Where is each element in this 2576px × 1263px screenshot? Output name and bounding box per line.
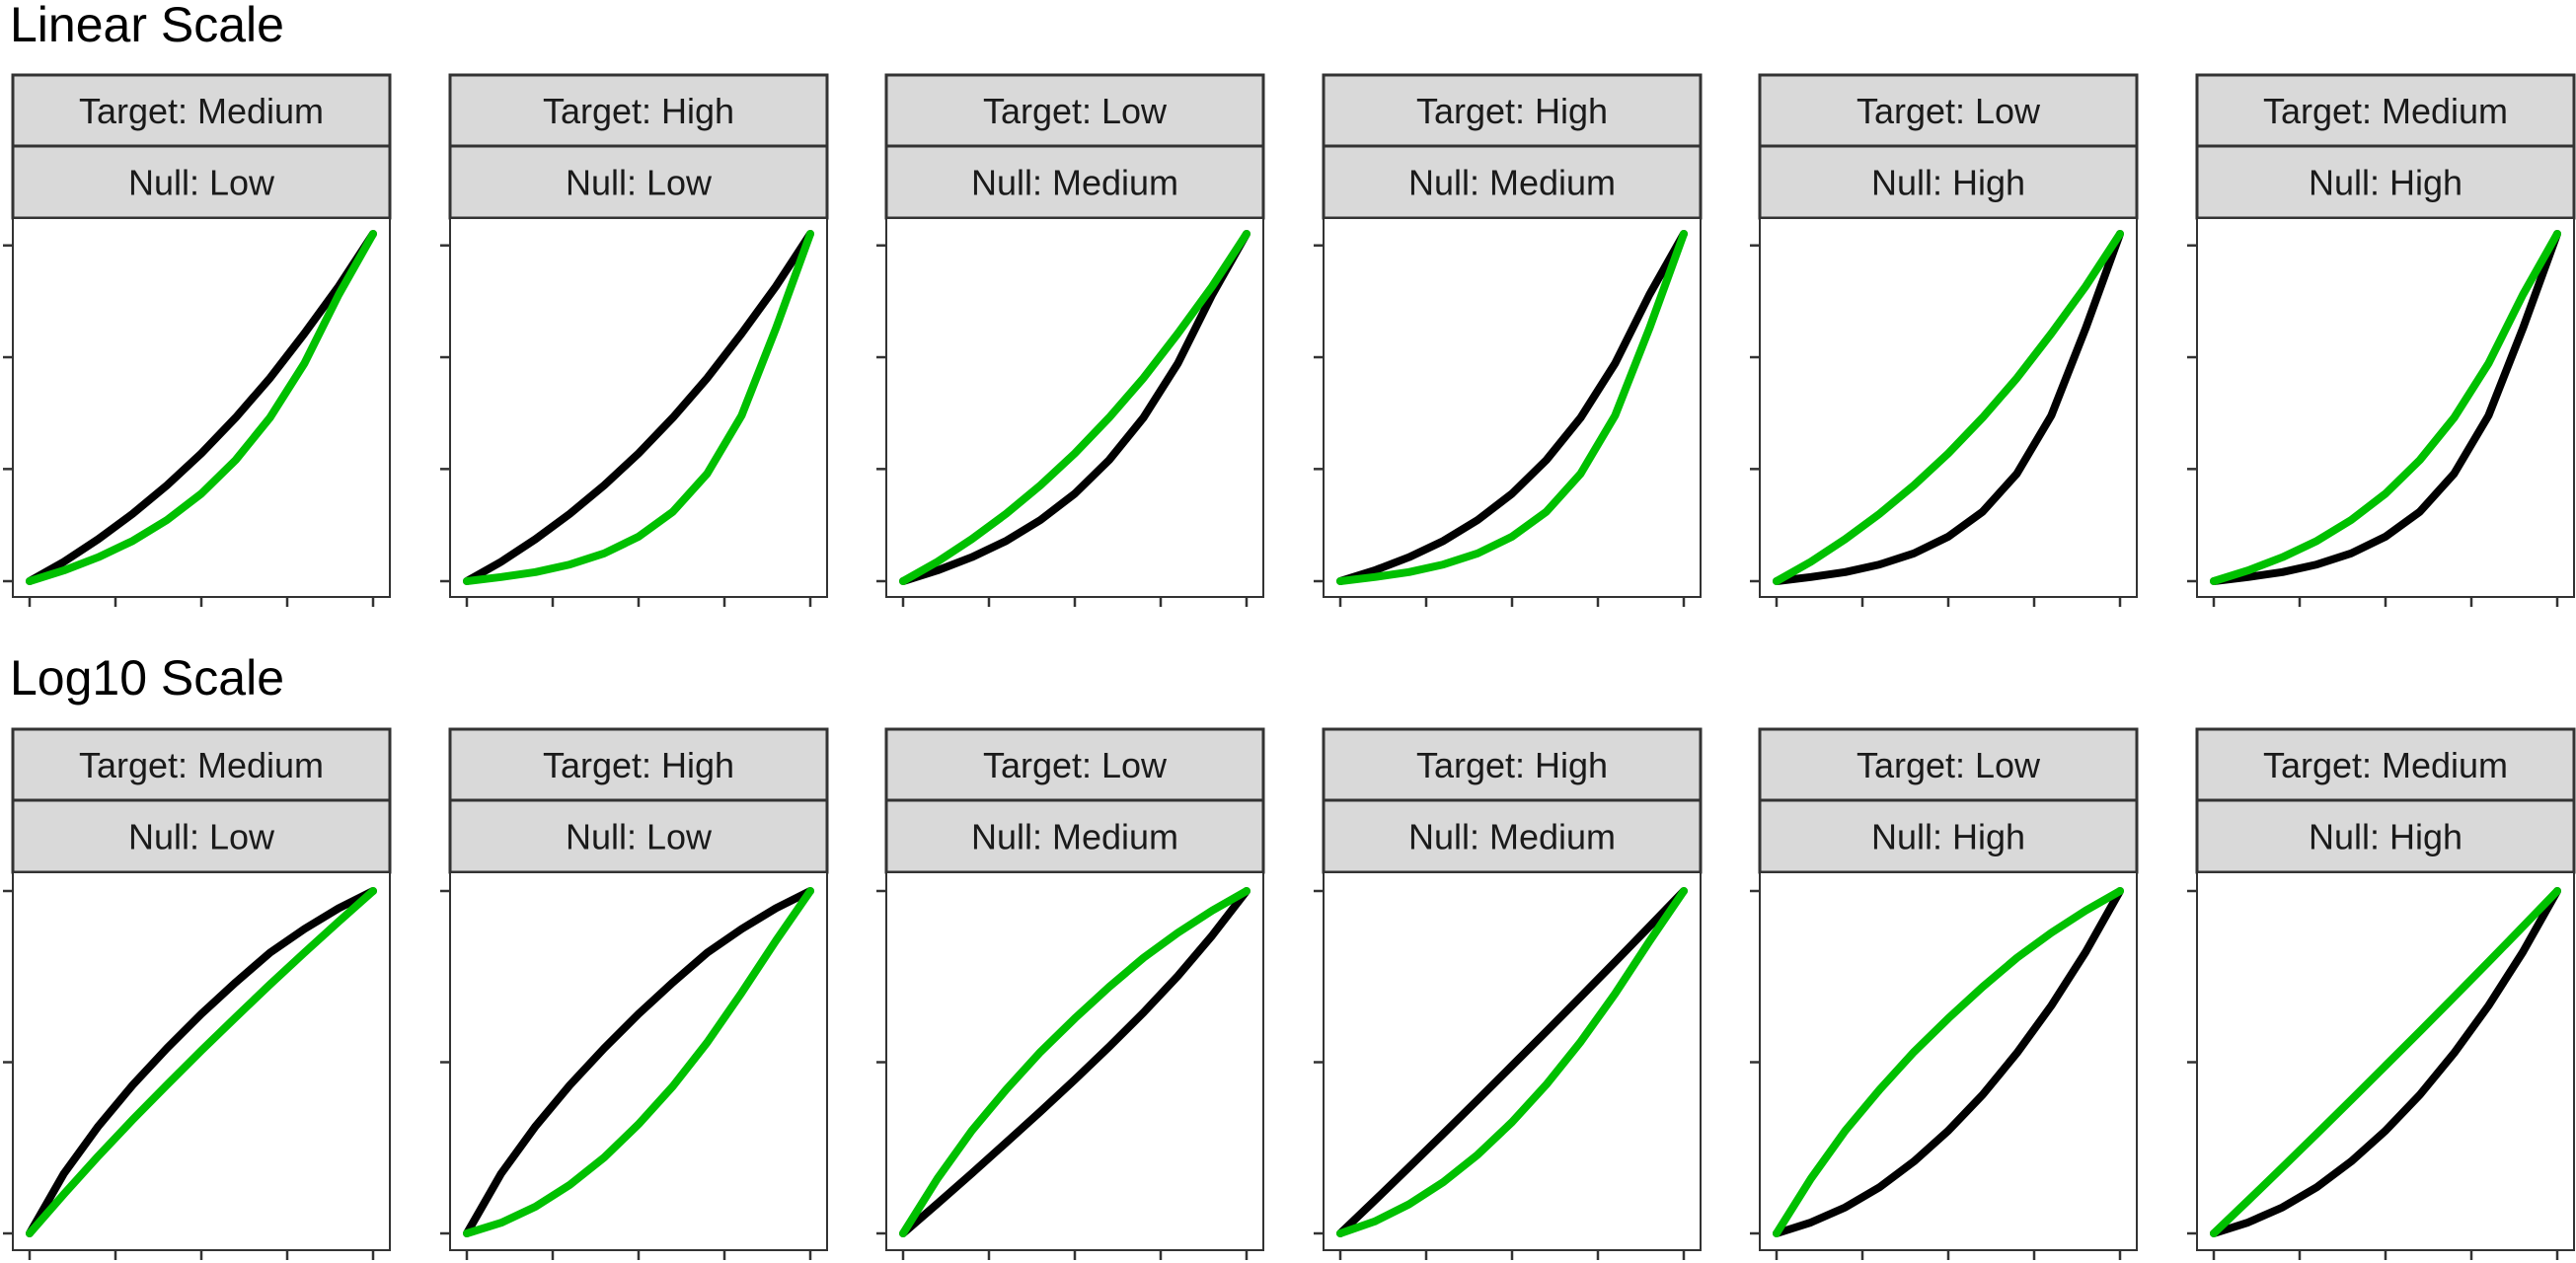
strip-target-label: Target: High bbox=[1416, 745, 1608, 785]
strip-null-label: Null: High bbox=[1871, 817, 2025, 857]
null-curve-line bbox=[1336, 230, 1688, 585]
facet-panel: Target: High Null: Medium bbox=[1314, 73, 1703, 607]
strip-null-label: Null: High bbox=[2309, 163, 2462, 203]
strip-target-label: Target: High bbox=[543, 91, 734, 131]
strip-target-box bbox=[448, 727, 829, 802]
facet-panel: Target: Medium Null: Low bbox=[3, 73, 392, 607]
strip-target-label: Target: Low bbox=[1856, 745, 2041, 785]
target-curve-line bbox=[1336, 887, 1688, 1237]
facet-panel: Target: High Null: Low bbox=[440, 73, 829, 607]
facet-panel: Target: Low Null: Medium bbox=[876, 73, 1265, 607]
facet-panel: Target: Low Null: High bbox=[1750, 727, 2139, 1260]
strip-target-label: Target: Medium bbox=[79, 745, 324, 785]
strip-target-box bbox=[2195, 73, 2576, 148]
target-curve-line bbox=[899, 887, 1250, 1237]
strip-target-box bbox=[1758, 73, 2139, 148]
row-title: Linear Scale bbox=[10, 0, 284, 52]
target-curve-line bbox=[1336, 230, 1688, 585]
facet-panel: Target: Medium Null: High bbox=[2187, 73, 2576, 607]
target-curve-line bbox=[2210, 230, 2561, 585]
facet-panel: Target: Medium Null: High bbox=[2187, 727, 2576, 1260]
strip-target-box bbox=[1322, 73, 1703, 148]
strip-target-label: Target: High bbox=[543, 745, 734, 785]
strip-null-label: Null: Low bbox=[128, 163, 275, 203]
strip-null-box bbox=[11, 798, 392, 874]
strip-target-label: Target: Medium bbox=[2263, 91, 2508, 131]
strip-null-label: Null: Medium bbox=[971, 817, 1178, 857]
target-curve-line bbox=[1773, 230, 2124, 585]
strip-target-box bbox=[884, 73, 1265, 148]
strip-target-label: Target: Medium bbox=[79, 91, 324, 131]
strip-null-box bbox=[448, 144, 829, 220]
null-curve-line bbox=[2210, 887, 2561, 1237]
strip-null-box bbox=[1322, 798, 1703, 874]
strip-target-box bbox=[1758, 727, 2139, 802]
strip-null-label: Null: Medium bbox=[1408, 817, 1616, 857]
strip-null-label: Null: High bbox=[1871, 163, 2025, 203]
strip-null-label: Null: High bbox=[2309, 817, 2462, 857]
facet-panel: Target: High Null: Low bbox=[440, 727, 829, 1260]
plot-area bbox=[12, 217, 391, 598]
facet-panel: Target: Low Null: High bbox=[1750, 73, 2139, 607]
strip-null-label: Null: Low bbox=[566, 163, 713, 203]
strip-null-label: Null: Medium bbox=[1408, 163, 1616, 203]
strip-target-box bbox=[11, 727, 392, 802]
target-curve-line bbox=[2210, 887, 2561, 1237]
strip-null-box bbox=[2195, 144, 2576, 220]
target-curve-line bbox=[26, 230, 377, 585]
null-curve-line bbox=[26, 887, 377, 1237]
strip-null-box bbox=[448, 798, 829, 874]
facet-panel: Target: Low Null: Medium bbox=[876, 727, 1265, 1260]
row-title: Log10 Scale bbox=[10, 650, 284, 706]
strip-target-label: Target: Low bbox=[983, 745, 1168, 785]
strip-target-box bbox=[11, 73, 392, 148]
strip-target-box bbox=[2195, 727, 2576, 802]
target-curve-line bbox=[1773, 887, 2124, 1237]
null-curve-line bbox=[899, 230, 1250, 585]
null-curve-line bbox=[26, 230, 377, 585]
plot-area bbox=[885, 871, 1264, 1251]
target-curve-line bbox=[899, 230, 1250, 585]
null-curve-line bbox=[463, 887, 814, 1237]
null-curve-line bbox=[899, 887, 1250, 1237]
strip-null-box bbox=[1758, 144, 2139, 220]
target-curve-line bbox=[463, 230, 814, 585]
strip-target-box bbox=[448, 73, 829, 148]
plot-area bbox=[449, 871, 828, 1251]
target-curve-line bbox=[26, 887, 377, 1237]
strip-null-label: Null: Low bbox=[128, 817, 275, 857]
strip-target-label: Target: Low bbox=[1856, 91, 2041, 131]
plot-area bbox=[885, 217, 1264, 598]
facet-panel: Target: Medium Null: Low bbox=[3, 727, 392, 1260]
strip-target-box bbox=[1322, 727, 1703, 802]
plot-area bbox=[1759, 871, 2138, 1251]
strip-null-label: Null: Medium bbox=[971, 163, 1178, 203]
target-curve-line bbox=[463, 887, 814, 1237]
strip-target-label: Target: Medium bbox=[2263, 745, 2508, 785]
null-curve-line bbox=[1336, 887, 1688, 1237]
strip-null-box bbox=[11, 144, 392, 220]
facet-panel: Target: High Null: Medium bbox=[1314, 727, 1703, 1260]
strip-target-box bbox=[884, 727, 1265, 802]
null-curve-line bbox=[463, 230, 814, 585]
strip-null-label: Null: Low bbox=[566, 817, 713, 857]
null-curve-line bbox=[1773, 887, 2124, 1237]
strip-target-label: Target: Low bbox=[983, 91, 1168, 131]
strip-null-box bbox=[1322, 144, 1703, 220]
null-curve-line bbox=[1773, 230, 2124, 585]
strip-target-label: Target: High bbox=[1416, 91, 1608, 131]
null-curve-line bbox=[2210, 230, 2561, 585]
